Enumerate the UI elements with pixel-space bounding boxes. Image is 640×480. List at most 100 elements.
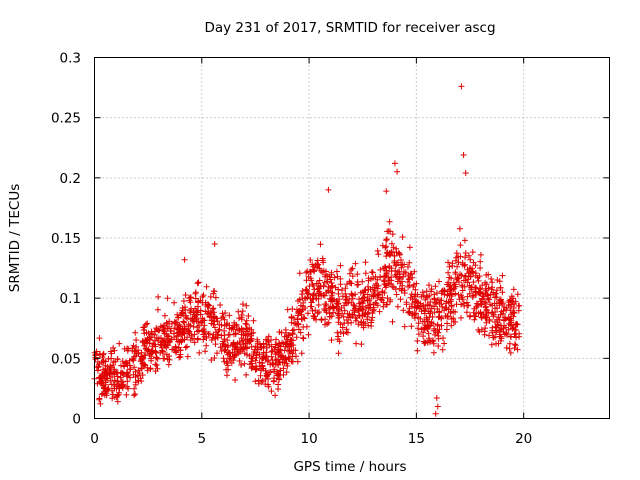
data-point [180,298,187,304]
data-point [449,260,456,267]
data-point [479,282,486,289]
data-point [173,329,180,336]
data-point [379,294,386,301]
data-point [274,372,281,379]
data-point [344,281,350,288]
data-point [329,303,336,310]
data-point [124,383,131,390]
data-point [515,303,522,309]
data-point [217,344,224,351]
data-point [109,387,115,394]
data-point [334,329,341,336]
data-point [171,325,178,332]
data-point [166,318,173,325]
data-point [461,303,468,309]
data-point [483,319,490,326]
data-point [410,283,417,290]
y-tick-label: 0.15 [51,231,81,247]
data-point [508,317,515,324]
data-point [265,375,272,382]
data-point [483,281,490,288]
data-point [334,301,341,308]
data-point [456,225,463,232]
data-point [417,315,424,322]
data-point [496,333,503,340]
data-point [496,328,503,334]
data-point [157,341,164,348]
data-point [453,254,460,261]
data-point [375,251,382,258]
data-point [96,335,103,342]
data-point [392,267,399,274]
data-point [374,247,381,254]
data-point [467,256,474,263]
data-point [489,324,496,331]
data-point [199,293,206,300]
data-point [241,350,248,357]
data-point [445,259,452,266]
data-point [514,291,521,298]
data-point [318,317,325,323]
data-point [242,332,249,339]
data-point [400,270,407,277]
data-point [92,356,99,363]
data-point [358,341,365,348]
data-point [207,314,214,321]
data-point [123,391,130,398]
data-point [254,338,261,345]
data-point [256,351,263,358]
data-point [213,315,220,322]
data-point [189,317,196,324]
data-point [288,341,295,348]
data-point [494,322,501,329]
data-point [406,259,413,266]
data-point [458,272,465,279]
data-point [454,263,461,270]
data-point [408,270,415,277]
data-point [489,284,496,291]
data-point [203,342,210,349]
data-point [114,369,121,376]
data-point [335,290,342,297]
data-point [275,342,282,349]
data-point [512,342,519,349]
data-point [212,341,219,348]
data-point [145,330,152,337]
data-point [243,302,250,309]
data-point [464,293,471,300]
data-point [130,356,137,362]
data-point [245,313,252,319]
data-point [411,268,418,275]
data-point [323,301,330,308]
data-point [193,316,200,323]
data-point [446,283,453,290]
y-axis-label: SRMTID / TECUs [7,184,23,292]
data-point [429,313,436,320]
data-point [443,326,450,333]
data-point [289,350,296,357]
data-point [210,290,217,297]
data-point [206,330,213,337]
data-point [272,341,279,348]
data-point [197,307,204,314]
data-point [199,327,206,334]
y-tick-label: 0.2 [60,171,81,187]
data-point [356,300,363,307]
data-point [364,316,371,323]
data-point [248,343,255,350]
data-point [133,350,140,357]
data-point [173,319,180,326]
data-point [310,291,317,298]
data-point [321,306,328,312]
data-point [367,301,374,308]
data-point [236,358,243,364]
data-point [212,294,219,301]
data-point [216,326,223,333]
data-point [197,297,204,304]
data-point [269,356,276,363]
data-point [441,307,448,314]
data-point [486,316,493,323]
data-point [214,331,221,338]
data-point [196,349,203,356]
data-point [265,383,272,390]
